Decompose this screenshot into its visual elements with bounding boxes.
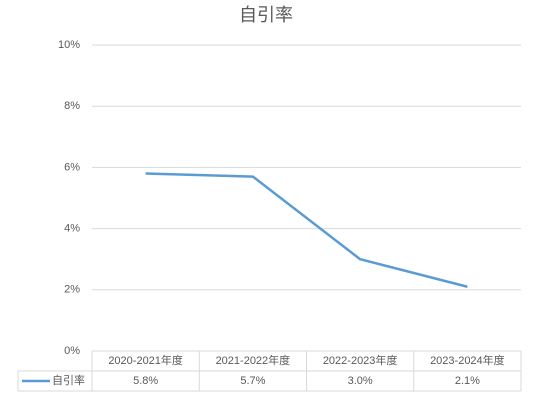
table-value: 3.0% — [348, 375, 373, 387]
x-tick-label: 2021-2022年度 — [216, 353, 291, 367]
y-tick-label: 10% — [58, 39, 80, 51]
y-tick-label: 4% — [64, 223, 80, 235]
x-tick-label: 2020-2021年度 — [108, 353, 183, 367]
series-line — [145, 172, 468, 288]
y-tick-label: 6% — [64, 161, 80, 173]
table-value: 5.7% — [240, 375, 265, 387]
y-tick-label: 2% — [64, 284, 80, 296]
legend-label: 自引率 — [52, 373, 85, 387]
table-value: 2.1% — [455, 375, 480, 387]
y-tick-label: 8% — [64, 100, 80, 112]
table-value: 5.8% — [133, 375, 158, 387]
y-tick-label: 0% — [64, 345, 80, 357]
x-tick-label: 2023-2024年度 — [430, 353, 505, 367]
x-tick-label: 2022-2023年度 — [323, 353, 398, 367]
chart-title: 自引率 — [239, 5, 293, 25]
